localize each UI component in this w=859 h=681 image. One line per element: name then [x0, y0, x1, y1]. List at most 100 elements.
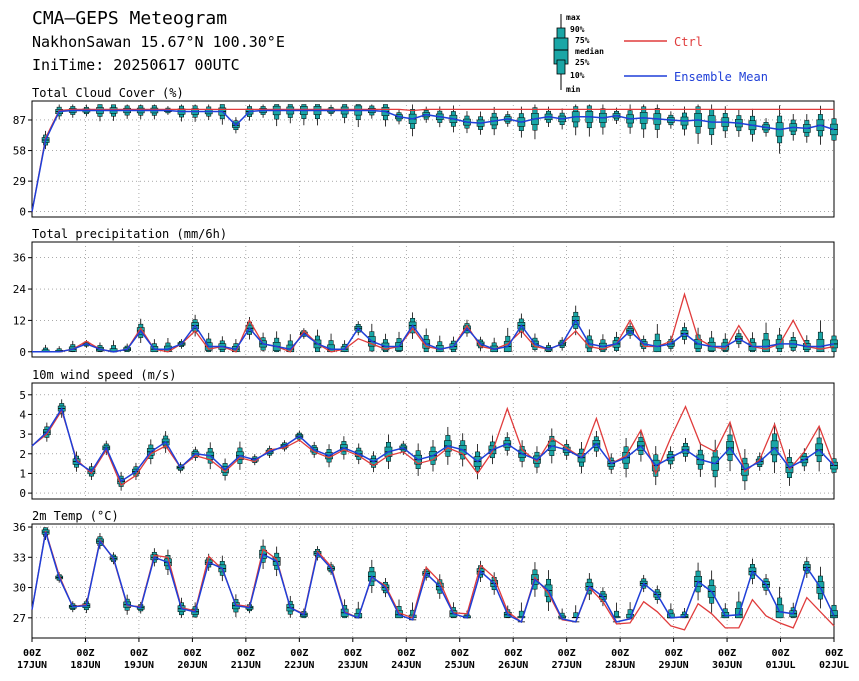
- ensemble-box: [408, 104, 417, 137]
- x-tick-label-time: 00Z: [718, 648, 736, 659]
- ensemble-box: [707, 104, 716, 145]
- x-tick-label-date: 22JUN: [284, 660, 314, 671]
- y-tick-label: 3: [19, 428, 26, 441]
- x-tick-label-date: 28JUN: [605, 660, 635, 671]
- x-tick-label-time: 00Z: [558, 648, 576, 659]
- x-tick-label-date: 25JUN: [445, 660, 475, 671]
- y-tick-label: 0: [19, 206, 26, 219]
- mean-series-line: [31, 109, 835, 212]
- legend-p10: 10%: [570, 71, 585, 80]
- x-tick-label-time: 00Z: [76, 648, 94, 659]
- x-tick-label-time: 00Z: [344, 648, 362, 659]
- legend-median: median: [575, 46, 604, 56]
- y-tick-label: 30: [13, 582, 26, 595]
- panel-title: 2m Temp (°C): [32, 509, 119, 523]
- y-tick-label: 58: [13, 145, 26, 158]
- legend-p25: 25%: [575, 58, 590, 67]
- x-tick-label-date: 30JUN: [712, 660, 742, 671]
- x-tick-label-time: 00Z: [290, 648, 308, 659]
- x-tick-label-date: 23JUN: [338, 660, 368, 671]
- location-label: NakhonSawan 15.67°N 100.30°E: [32, 33, 285, 51]
- legend-ctrl-label: Ctrl: [674, 35, 703, 49]
- ensemble-box: [381, 104, 390, 127]
- ensemble-box: [802, 335, 811, 353]
- ensemble-box: [96, 104, 104, 122]
- x-tick-label-time: 00Z: [772, 648, 790, 659]
- ensemble-box: [653, 324, 662, 353]
- y-tick-label: 87: [13, 114, 26, 127]
- x-tick-label-time: 00Z: [183, 648, 201, 659]
- y-tick-label: 1: [19, 467, 26, 480]
- x-tick-label-date: 27JUN: [552, 660, 582, 671]
- x-tick-label-time: 00Z: [825, 648, 843, 659]
- ensemble-box: [694, 104, 702, 144]
- y-tick-label: 2: [19, 448, 26, 461]
- ensemble-box: [218, 336, 227, 353]
- ensemble-box: [762, 322, 770, 353]
- x-tick-label-time: 00Z: [237, 648, 255, 659]
- y-tick-label: 27: [13, 612, 26, 625]
- ctrl-series-line: [31, 108, 834, 212]
- mean-series-line: [31, 406, 835, 483]
- y-tick-label: 29: [13, 175, 26, 188]
- ensemble-box: [707, 330, 716, 353]
- legend-p90: 90%: [570, 25, 585, 34]
- panel-1: Total Cloud Cover (%) 0 29 58 87: [13, 86, 838, 219]
- init-time-label: IniTime: 20250617 00UTC: [32, 56, 240, 74]
- x-tick-label-date: 17JUN: [17, 660, 47, 671]
- x-tick-label-date: 19JUN: [124, 660, 154, 671]
- ensemble-box: [259, 332, 267, 352]
- x-tick-label-date: 29JUN: [659, 660, 689, 671]
- line-legend: Ctrl Ensemble Mean: [624, 35, 768, 84]
- x-tick-label-time: 00Z: [397, 648, 415, 659]
- ensemble-box: [789, 331, 798, 352]
- ensemble-box: [775, 586, 784, 619]
- legend-p75: 75%: [575, 36, 590, 45]
- y-tick-label: 0: [19, 346, 26, 359]
- ensemble-box: [272, 104, 281, 127]
- y-tick-label: 5: [19, 389, 26, 402]
- y-tick-label: 33: [13, 551, 26, 564]
- x-tick-label-date: 20JUN: [177, 660, 207, 671]
- legend-mean-label: Ensemble Mean: [674, 70, 768, 84]
- x-tick-label-date: 02JUL: [819, 660, 849, 671]
- x-tick-label-time: 00Z: [130, 648, 148, 659]
- box-legend: max 90% 75% median 25% 10% min: [553, 13, 604, 94]
- mean-series-line: [32, 318, 835, 353]
- ensemble-box: [300, 104, 308, 126]
- x-tick-label-date: 26JUN: [498, 660, 528, 671]
- ensemble-box: [191, 104, 199, 122]
- ensemble-box: [340, 104, 349, 124]
- panel-frame: [31, 100, 835, 218]
- panel-3: 10m wind speed (m/s) 0 1 2 3 4 5: [19, 368, 838, 500]
- ensemble-box: [177, 104, 186, 122]
- ensemble-box: [123, 104, 132, 119]
- x-tick-label-time: 00Z: [451, 648, 469, 659]
- y-tick-label: 24: [13, 283, 27, 296]
- y-tick-label: 36: [13, 521, 26, 534]
- ensemble-box: [830, 329, 838, 353]
- ensemble-box: [367, 323, 376, 352]
- y-tick-label: 0: [19, 487, 26, 500]
- chart-title: CMA–GEPS Meteogram: [32, 8, 227, 29]
- ctrl-series-line: [31, 404, 835, 487]
- legend-max: max: [566, 13, 581, 22]
- ensemble-box: [667, 603, 675, 619]
- panel-frame: [31, 241, 835, 358]
- panel-title: 10m wind speed (m/s): [32, 368, 177, 382]
- x-tick-label-time: 00Z: [665, 648, 683, 659]
- y-tick-label: 4: [19, 408, 26, 421]
- panel-frame: [31, 382, 835, 500]
- x-tick-label-date: 01JUL: [765, 660, 795, 671]
- y-tick-label: 12: [13, 314, 26, 327]
- x-tick-label-time: 00Z: [504, 648, 522, 659]
- x-tick-label-date: 24JUN: [391, 660, 421, 671]
- box-p25-p75: [517, 616, 526, 619]
- panel-2: Total precipitation (mm/6h) 0 12 24 36: [13, 227, 838, 359]
- ensemble-box: [109, 340, 118, 353]
- ctrl-series-line: [32, 292, 835, 353]
- panel-title: Total Cloud Cover (%): [32, 86, 184, 100]
- x-tick-label-date: 21JUN: [231, 660, 261, 671]
- y-tick-label: 36: [13, 252, 26, 265]
